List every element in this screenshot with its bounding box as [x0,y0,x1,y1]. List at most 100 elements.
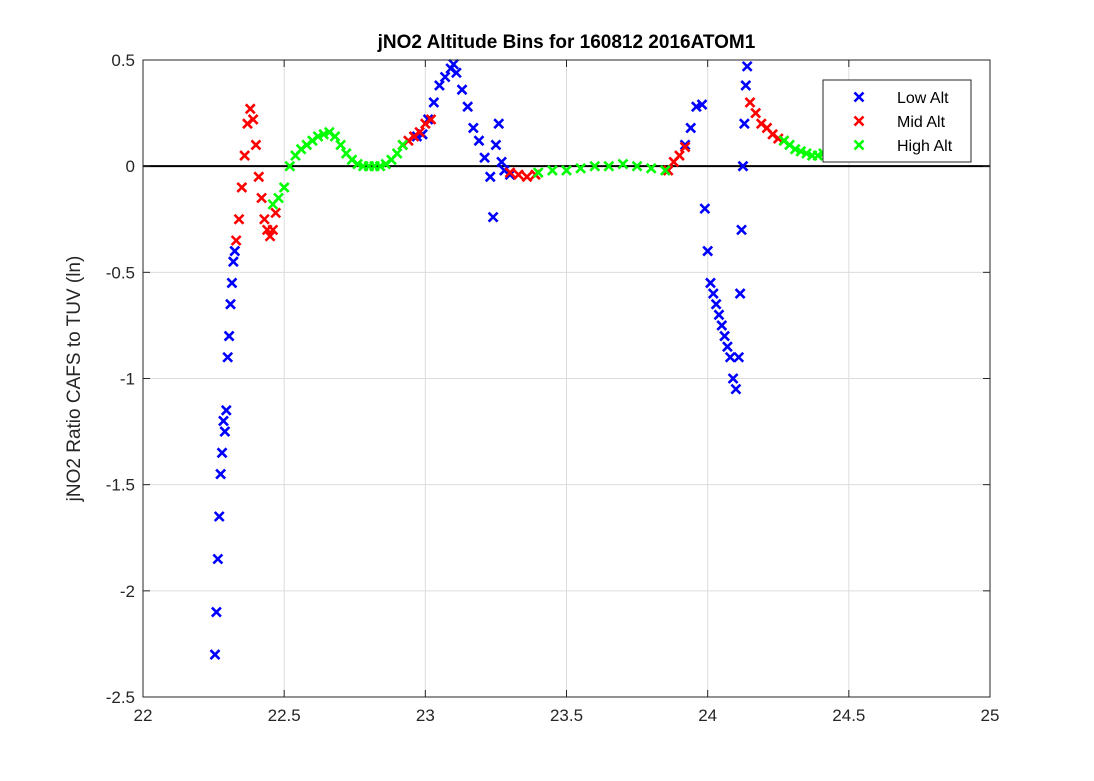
legend-label: Mid Alt [897,114,946,131]
chart-title: jNO2 Altitude Bins for 160812 2016ATOM1 [377,32,756,53]
y-tick-label: -2.5 [106,688,135,707]
data-point [247,114,259,125]
data-point [734,288,746,299]
data-point [733,351,745,363]
series-mid-alt [230,97,790,246]
data-point [504,167,516,178]
data-point [487,211,499,223]
data-point [213,511,225,522]
y-tick-label: -1 [120,370,135,389]
data-point [414,126,426,138]
legend-label: Low Alt [897,90,949,107]
data-point [226,277,238,289]
data-point [617,158,629,170]
data-point [267,224,279,236]
data-point [223,330,235,342]
data-point [631,160,643,172]
data-point [740,80,752,91]
data-point [278,181,290,193]
data-point [456,84,468,96]
data-point [462,101,474,113]
data-point [589,160,601,172]
data-point [397,139,409,151]
data-point [707,288,719,299]
data-point [434,80,445,91]
data-point [504,169,516,181]
data-point [220,404,232,416]
data-point [467,122,479,134]
data-point [428,97,440,108]
data-point [659,164,671,176]
data-point [229,245,241,257]
y-tick-label: -0.5 [106,263,135,282]
data-point [603,160,615,172]
data-point [210,606,222,618]
data-point [270,207,282,219]
data-point [236,181,248,193]
data-point [727,373,739,384]
data-point [679,139,691,151]
data-point [239,150,251,161]
data-point [212,553,224,565]
data-point [391,148,403,159]
data-point [561,164,572,176]
data-point [737,160,749,172]
legend-box [822,79,972,163]
data-point [273,192,284,204]
data-point [736,224,747,236]
x-tick-label: 23 [416,706,435,725]
data-point [230,235,242,246]
y-axis-label: jNO2 Ratio CAFS to TUV (ln) [64,256,85,503]
legend: Low Alt Mid Alt High Alt [822,79,972,163]
x-tick-label: 23.5 [550,706,583,725]
data-point [258,213,270,225]
data-point [699,203,711,215]
x-tick-label: 24.5 [832,706,865,725]
x-tick-label: 24 [698,706,717,725]
data-point [685,122,697,134]
data-point [233,213,245,225]
data-point [730,383,742,395]
legend-label: High Alt [897,138,953,155]
data-point [222,351,234,363]
data-point [253,171,265,183]
data-point [513,169,524,181]
data-point [724,351,736,363]
data-point [225,298,236,310]
series-low-alt [209,58,753,660]
data-point [696,99,708,111]
data-point [493,118,505,130]
data-point [227,256,239,268]
legend-marker [853,115,865,127]
legend-marker [853,139,865,151]
data-point [448,58,459,70]
data-point [473,135,485,147]
x-tick-label: 25 [981,706,1000,725]
data-point [738,118,750,130]
data-point [215,468,227,480]
data-point [716,319,728,331]
y-tick-label: 0.5 [111,51,135,70]
data-point [250,139,262,151]
data-point [264,230,276,242]
series-layer [209,58,829,660]
data-point [439,71,451,83]
data-point [479,152,491,164]
data-point [575,162,587,174]
y-tick-label: -1.5 [106,476,135,495]
data-point [335,139,347,151]
data-point [496,156,507,168]
data-point [490,139,502,151]
data-point [546,164,558,176]
data-point [713,309,725,321]
data-point [719,330,731,342]
data-point [484,171,496,183]
y-tick-label: -2 [120,582,135,601]
data-point [532,167,544,178]
data-point [256,192,267,204]
data-point [744,97,756,108]
series-high-alt [267,126,829,210]
data-point [645,162,657,174]
data-point [216,447,228,459]
